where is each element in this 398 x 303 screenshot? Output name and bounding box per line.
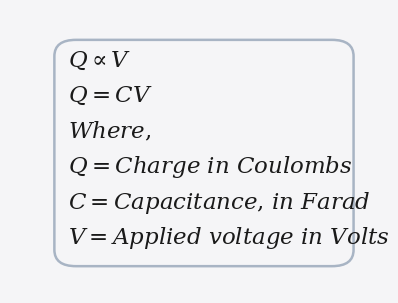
Text: $\mathit{Q} \propto \mathit{V}$: $\mathit{Q} \propto \mathit{V}$	[68, 50, 132, 72]
FancyBboxPatch shape	[55, 40, 353, 266]
Text: $\mathit{C} = \mathit{Capacitance{,}\ in\ Farad}$: $\mathit{C} = \mathit{Capacitance{,}\ in…	[68, 190, 371, 216]
Text: $\mathit{V} = \mathit{Applied\ voltage\ in\ Volts}$: $\mathit{V} = \mathit{Applied\ voltage\ …	[68, 225, 390, 251]
Text: $\mathit{Q} = \mathit{Charge\ in\ Coulombs}$: $\mathit{Q} = \mathit{Charge\ in\ Coulom…	[68, 154, 353, 180]
Text: $\mathit{Where,}$: $\mathit{Where,}$	[68, 120, 152, 143]
Text: $\mathit{Q} = \mathit{CV}$: $\mathit{Q} = \mathit{CV}$	[68, 85, 153, 107]
